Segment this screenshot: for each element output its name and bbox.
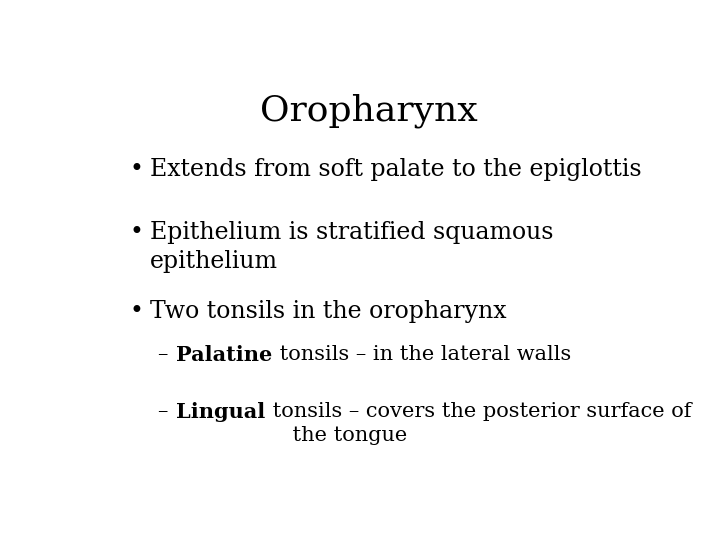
Text: –: – <box>157 402 167 421</box>
Text: Epithelium is stratified squamous
epithelium: Epithelium is stratified squamous epithe… <box>150 221 554 273</box>
Text: Lingual: Lingual <box>176 402 266 422</box>
Text: •: • <box>129 221 143 244</box>
Text: Two tonsils in the oropharynx: Two tonsils in the oropharynx <box>150 300 507 323</box>
Text: tonsils – covers the posterior surface of
    the tongue: tonsils – covers the posterior surface o… <box>266 402 691 445</box>
Text: •: • <box>129 300 143 323</box>
Text: Extends from soft palate to the epiglottis: Extends from soft palate to the epiglott… <box>150 158 642 181</box>
Text: tonsils – in the lateral walls: tonsils – in the lateral walls <box>273 346 571 365</box>
Text: Oropharynx: Oropharynx <box>260 94 478 129</box>
Text: •: • <box>129 158 143 181</box>
Text: –: – <box>157 346 167 365</box>
Text: Palatine: Palatine <box>176 346 273 366</box>
